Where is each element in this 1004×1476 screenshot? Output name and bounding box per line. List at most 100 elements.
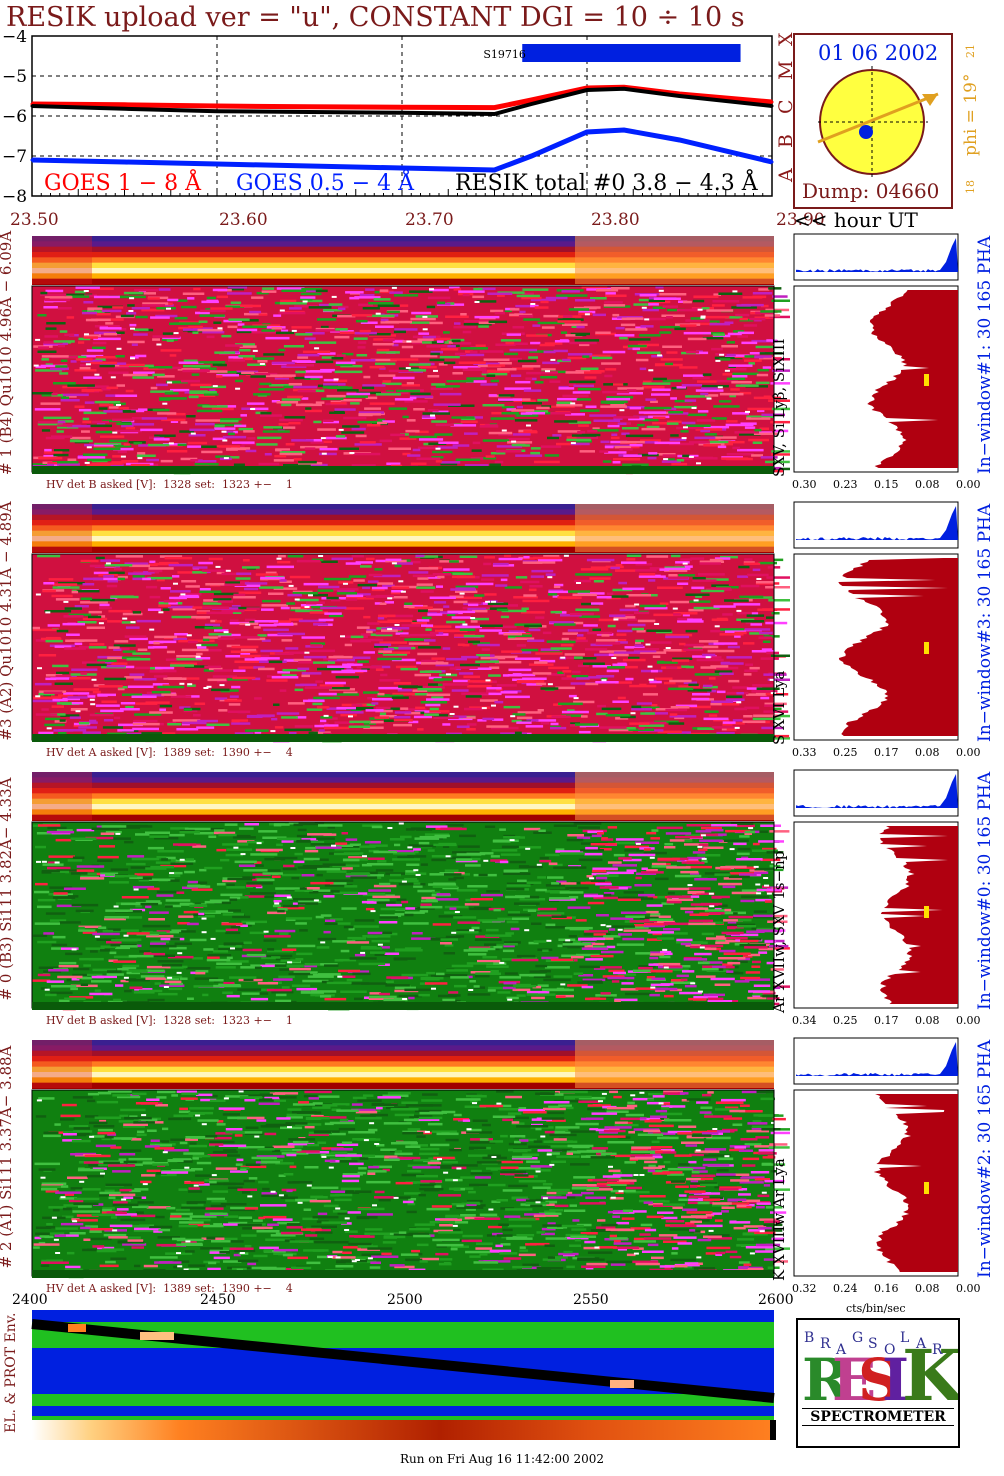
spectrum-pixel [316, 706, 330, 709]
spectrum-pixel [699, 562, 721, 565]
spectrum-pixel [422, 328, 428, 331]
spectrum-pixel [97, 859, 113, 862]
spectrum-pixel [683, 648, 703, 652]
spectrum-pixel [474, 906, 491, 910]
spectrum-pixel [281, 403, 292, 407]
spectrum-pixel [317, 352, 336, 355]
spectrum-pixel [378, 614, 396, 618]
spectrum-pixel [194, 832, 214, 835]
spectrum-pixel [479, 629, 502, 632]
spectrum-pixel [345, 598, 358, 601]
spectrum-pixel [351, 314, 373, 317]
spectrum-pixel [130, 866, 153, 869]
spectrum-pixel [530, 575, 545, 578]
spectrum-pixel [613, 853, 625, 857]
spectrum-pixel [430, 414, 435, 417]
spectrum-pixel [411, 932, 423, 935]
spectrum-pixel [379, 715, 397, 718]
spectrum-pixel [754, 867, 775, 871]
spectrum-pixel [377, 657, 402, 661]
spectrum-pixel [235, 343, 255, 346]
spectrum-pixel [537, 321, 565, 325]
spectrum-pixel [66, 869, 95, 872]
spectrum-pixel [143, 571, 155, 574]
spectrum-pixel [152, 338, 160, 341]
spectrum-pixel [484, 556, 495, 559]
spectrum-pixel [192, 331, 199, 334]
spectrum-pixel [34, 408, 61, 411]
spectrum-pixel [562, 394, 589, 398]
spectrum-pixel [614, 998, 638, 1002]
spectrum-pixel [559, 891, 584, 894]
spectrum-pixel [643, 924, 665, 928]
spectrum-pixel [700, 826, 722, 830]
spectrum-pixel [310, 840, 325, 844]
spectrum-pixel [416, 583, 433, 586]
spectrum-pixel [729, 848, 735, 851]
spectrum-pixel [131, 970, 148, 973]
spectrum-pixel [168, 602, 178, 605]
spectrum-pixel [731, 306, 757, 309]
spectrum-pixel [715, 939, 733, 943]
spectrum-pixel [639, 294, 657, 297]
spectrum-pixel [745, 663, 753, 666]
spectrum-pixel [115, 946, 130, 950]
spectrum-pixel [412, 448, 421, 452]
spectrum-pixel [533, 940, 547, 943]
spectrum-pixel [751, 965, 761, 968]
spectrum-pixel [691, 407, 697, 409]
spectrum-pixel [178, 326, 191, 330]
spectrum-pixel [135, 702, 158, 705]
spectrum-pixel [320, 914, 332, 917]
spectrum-pixel [82, 420, 92, 424]
spectrum-pixel [312, 389, 325, 393]
spectrum-pixel [680, 558, 692, 561]
spectrum-pixel [346, 668, 353, 671]
spectrum-pixel [440, 629, 468, 632]
spectrum-pixel [431, 898, 459, 901]
spectrum-pixel [733, 603, 761, 606]
spectrum-pixel [415, 907, 435, 910]
spectrum-pixel [617, 928, 623, 931]
spectrum-pixel [720, 703, 740, 706]
spectrum-pixel [712, 726, 740, 729]
spectrum-pixel [477, 959, 501, 963]
spectrum-pixel [131, 343, 138, 346]
spectrum-pixel [246, 882, 273, 885]
spectrum-pixel [45, 717, 61, 721]
spectrum-pixel [70, 677, 91, 680]
spectrum-pixel [340, 990, 367, 993]
spectrum-pixel [383, 998, 408, 1002]
spectrum-pixel [717, 386, 723, 389]
spectrum-pixel [442, 683, 469, 686]
spectrum-pixel [605, 714, 631, 717]
spectrum-pixel [444, 911, 460, 914]
spectrum-pixel [586, 676, 602, 679]
spectrum-pixel [752, 295, 767, 299]
spectrum-pixel [584, 852, 603, 856]
spectrum-pixel [41, 355, 69, 358]
spectrum-pixel [568, 896, 579, 899]
spectrum-pixel [365, 557, 375, 561]
spectrum-pixel [191, 888, 213, 891]
spectrum-pixel [137, 457, 143, 460]
spectrum-pixel [296, 559, 320, 563]
spectrum-pixel [525, 725, 544, 728]
spectrum-pixel [409, 395, 433, 399]
spectrum-pixel [407, 454, 421, 457]
spectrum-pixel [254, 731, 262, 734]
spectrum-pixel [138, 879, 149, 882]
spectrum-pixel [674, 716, 685, 720]
spectrum-pixel [526, 683, 543, 686]
spectrum-pixel [115, 394, 138, 397]
spectrum-pixel [625, 677, 634, 681]
spectrum-pixel [515, 895, 530, 898]
spectrum-pixel [213, 669, 233, 672]
spectrum-pixel [340, 399, 362, 402]
spectrum-pixel [454, 871, 465, 875]
spectrum-pixel [153, 438, 170, 441]
spectrum-pixel [653, 453, 676, 456]
spectrum-pixel [133, 442, 143, 445]
spectrum-pixel [716, 617, 728, 621]
spectrum-pixel [64, 647, 86, 650]
